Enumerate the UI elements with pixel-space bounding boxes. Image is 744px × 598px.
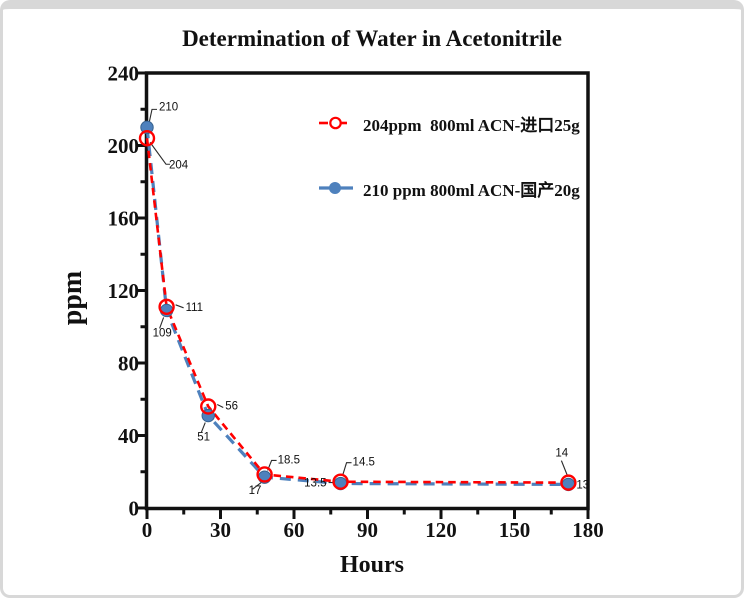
- x-axis-title: Hours: [339, 552, 404, 578]
- legend-label-imported: 204ppm 800ml ACN-进口25g: [363, 115, 580, 135]
- chart-title: Determination of Water in Acetonitrile: [182, 26, 562, 51]
- data-point-marker-open: [332, 473, 349, 490]
- plot-border: [144, 71, 590, 511]
- label-leader-line: [148, 108, 157, 124]
- y-axis-title: ppm: [57, 270, 88, 326]
- tick-label: 150: [499, 518, 531, 542]
- label-leader-line: [149, 141, 170, 165]
- tick-label: 30: [210, 518, 231, 542]
- point-annotations: 210 109 51 17 13.5 13 204 111 56 18.5 14.5 14: [138, 101, 589, 497]
- data-point-label: 18.5: [278, 454, 300, 466]
- data-point-marker-open: [256, 466, 273, 483]
- tick-label: 40: [118, 424, 139, 448]
- tick-label: 120: [108, 279, 140, 303]
- legend: 204ppm 800ml ACN-进口25g 210 ppm 800ml ACN…: [318, 112, 580, 242]
- tick-label: 120: [425, 518, 457, 542]
- data-point-label: 204: [169, 159, 189, 171]
- axis-ticks: [136, 71, 590, 519]
- label-leader-line: [252, 481, 262, 490]
- data-point-marker-open: [138, 130, 156, 147]
- tick-label: 0: [129, 497, 140, 521]
- data-point-label: 13.5: [304, 478, 326, 490]
- red-dashed-open-circle-marker-icon: [319, 116, 347, 130]
- legend-item-domestic: 210 ppm 800ml ACN-国产20g: [318, 177, 580, 200]
- data-point-marker-open: [158, 298, 175, 316]
- data-point-marker-open: [560, 474, 577, 491]
- label-leader-line: [217, 404, 224, 408]
- data-point-label: 210: [159, 101, 178, 113]
- data-point-label: 56: [225, 401, 238, 413]
- label-leader-line: [159, 317, 165, 329]
- tick-label: 90: [357, 518, 378, 542]
- axis-tick-labels: 0 40 80 120 160 200 240 0 30 60 90 120 150 180: [108, 62, 604, 543]
- tick-label: 80: [118, 352, 139, 376]
- label-leader-line: [560, 460, 568, 476]
- tick-label: 0: [142, 518, 153, 542]
- data-point-marker-open: [200, 398, 217, 415]
- legend-item-imported: 204ppm 800ml ACN-进口25g: [318, 112, 580, 135]
- data-point-label: 14.5: [353, 457, 375, 469]
- label-leader-line: [342, 462, 352, 476]
- tick-label: 200: [108, 134, 140, 158]
- tick-label: 160: [108, 207, 140, 231]
- tick-label: 240: [108, 62, 140, 86]
- series-line-0: [145, 138, 569, 484]
- label-leader-line: [200, 422, 206, 433]
- tick-label: 60: [284, 518, 305, 542]
- data-point-label: 111: [186, 302, 203, 314]
- data-point-marker-filled: [140, 120, 154, 135]
- data-point-label: 109: [153, 327, 172, 339]
- label-leader-line: [175, 304, 184, 309]
- blue-line-filled-circle-marker-icon: [319, 182, 353, 194]
- data-point-label: 51: [197, 432, 210, 444]
- legend-label-domestic: 210 ppm 800ml ACN-国产20g: [363, 180, 580, 200]
- data-point-label: 14: [555, 448, 568, 460]
- data-point-label: 17: [249, 485, 262, 497]
- label-leader-line: [267, 459, 277, 471]
- data-point-label: 13: [576, 479, 589, 491]
- tick-label: 180: [572, 518, 604, 542]
